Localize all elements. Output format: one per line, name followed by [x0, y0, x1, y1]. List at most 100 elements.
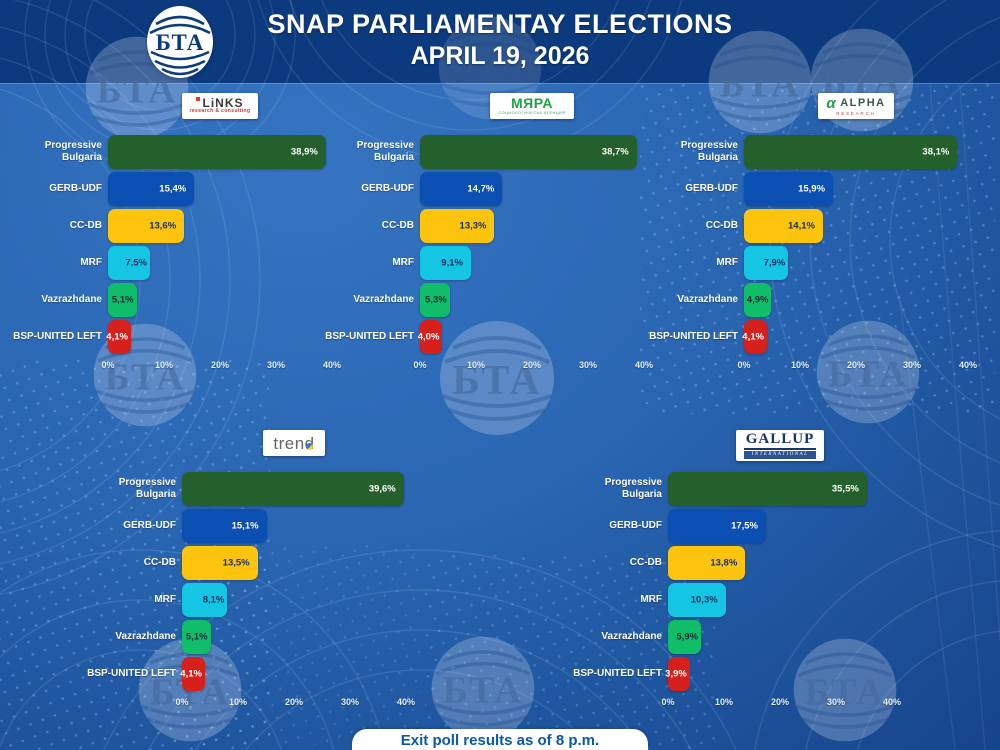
axis-tick: 20% — [846, 360, 866, 370]
axis-tick: 30% — [578, 360, 598, 370]
bar-value-label: 17,5% — [731, 520, 758, 532]
bar-track: 35,5% — [668, 472, 904, 506]
bar-track: 4,1% — [180, 657, 418, 691]
bar: 38,7% — [420, 135, 637, 169]
bar-value-label: 13,8% — [710, 557, 738, 569]
bar-value-label: 35,5% — [831, 483, 859, 495]
party-label: BSP-UNITED LEFT — [13, 331, 102, 342]
agency-subtitle: СОЦИОЛОГИЧЕСКА АГЕНЦИЯ — [498, 111, 566, 116]
party-label: MRF — [640, 594, 662, 605]
bar-row: Progressive Bulgaria 38,1% — [640, 135, 980, 169]
bar-row: Progressive Bulgaria 38,7% — [316, 135, 656, 169]
bar: 39,6% — [182, 472, 404, 506]
agency-name: GALLUP — [743, 432, 817, 450]
bar: 10,3% — [668, 583, 726, 617]
bar: 8,1% — [182, 583, 228, 617]
bar-row: Progressive Bulgaria 38,9% — [4, 135, 344, 169]
agency-logo-wrap: МЯРА СОЦИОЛОГИЧЕСКА АГЕНЦИЯ — [420, 93, 644, 119]
bar-track: 15,4% — [108, 172, 344, 206]
bar: 4,1% — [180, 657, 205, 691]
axis-tick: 10% — [466, 360, 486, 370]
axis-tick: 40% — [882, 697, 902, 707]
bar-value-label: 14,7% — [467, 183, 495, 195]
bar-track: 5,1% — [182, 620, 418, 654]
agency-name: МЯРА — [511, 95, 553, 112]
axis-tick: 0% — [413, 360, 427, 370]
agency-subtitle: RESEARCH — [836, 110, 876, 116]
bar-value-label: 4,0% — [417, 331, 440, 343]
bar-value-label: 13,3% — [459, 220, 487, 232]
bar-value-label: 4,1% — [106, 331, 128, 343]
bar-track: 4,9% — [744, 283, 980, 317]
page-title: SNAP PARLIAMENTAY ELECTIONS — [267, 9, 733, 39]
axis-tick: 20% — [522, 360, 542, 370]
bar-value-label: 4,1% — [180, 668, 202, 680]
bar-track: 13,3% — [420, 209, 656, 243]
party-label: Progressive Bulgaria — [356, 140, 414, 163]
bar-value-label: 38,9% — [290, 146, 318, 158]
bar-value-label: 7,5% — [125, 257, 147, 269]
bar-value-label: 14,1% — [788, 220, 815, 232]
bar-track: 7,9% — [744, 246, 980, 280]
bar: 13,5% — [182, 546, 258, 580]
bar-rows: Progressive Bulgaria 35,5% GERB-UDF 17,5% CC… — [564, 472, 904, 694]
x-axis: 0% 10% 20% 30% 40% — [413, 360, 653, 372]
party-label: GERB-UDF — [609, 520, 662, 531]
party-label: MRF — [80, 257, 102, 268]
bar-value-label: 13,5% — [222, 557, 250, 569]
poll-chart: LiNKS research & consulting Progressive … — [4, 92, 344, 376]
bta-logo-text: БТА — [156, 30, 205, 55]
bar: 5,3% — [420, 283, 450, 317]
party-label: CC-DB — [143, 557, 176, 568]
axis-tick: 30% — [266, 360, 286, 370]
bar-row: MRF 9,1% — [316, 246, 656, 280]
bar-value-label: 9,1% — [441, 257, 463, 269]
bar: 7,5% — [108, 246, 150, 280]
party-label: BSP-UNITED LEFT — [649, 331, 738, 342]
axis-tick: 20% — [284, 697, 304, 707]
poll-chart: ALPHA RESEARCH Progressive Bulgaria 38,1%… — [640, 92, 980, 376]
party-label: MRF — [392, 257, 414, 268]
party-label: Vazrazhdane — [601, 631, 662, 642]
bar-row: MRF 7,5% — [4, 246, 344, 280]
agency-subtitle: research & consulting — [189, 108, 251, 115]
bar: 4,9% — [744, 283, 772, 317]
bar: 38,9% — [108, 135, 326, 169]
bar-value-label: 15,4% — [159, 183, 187, 195]
bar-rows: Progressive Bulgaria 38,7% GERB-UDF 14,7% CC… — [316, 135, 656, 357]
party-label: Vazrazhdane — [353, 294, 414, 305]
axis-tick: 40% — [322, 360, 342, 370]
bar: 17,5% — [668, 509, 766, 543]
axis-tick: 40% — [958, 360, 978, 370]
bar-track: 14,1% — [744, 209, 980, 243]
bar-track: 5,9% — [668, 620, 904, 654]
bar-row: BSP-UNITED LEFT 4,1% — [4, 320, 344, 354]
agency-logo: GALLUP INTERNATIONAL — [735, 430, 825, 461]
bar-track: 9,1% — [420, 246, 656, 280]
agency-logo-wrap: GALLUP INTERNATIONAL — [668, 430, 892, 461]
agency-name: LiNKS — [196, 97, 243, 109]
bar-row: Vazrazhdane 5,9% — [564, 620, 904, 654]
agency-logo: ALPHA RESEARCH — [818, 93, 894, 119]
bar-track: 15,1% — [182, 509, 418, 543]
bar-row: GERB-UDF 15,9% — [640, 172, 980, 206]
axis-tick: 40% — [396, 697, 416, 707]
axis-tick: 20% — [210, 360, 230, 370]
x-axis: 0% 10% 20% 30% 40% — [101, 360, 342, 372]
bar-value-label: 13,6% — [149, 220, 177, 232]
axis-tick: 0% — [737, 360, 751, 370]
party-label: MRF — [716, 257, 738, 268]
bar-value-label: 38,7% — [601, 146, 629, 158]
bar-value-label: 15,9% — [798, 183, 826, 195]
bar-row: Vazrazhdane 5,1% — [78, 620, 418, 654]
bar-row: Vazrazhdane 4,9% — [640, 283, 980, 317]
bar-row: MRF 8,1% — [78, 583, 418, 617]
bar-track: 13,5% — [182, 546, 418, 580]
bar-row: Progressive Bulgaria 39,6% — [78, 472, 418, 506]
party-label: MRF — [154, 594, 176, 605]
party-label: Vazrazhdane — [41, 294, 102, 305]
bar-row: GERB-UDF 15,4% — [4, 172, 344, 206]
bar-track: 14,7% — [420, 172, 656, 206]
x-axis: 0% 10% 20% 30% 40% — [737, 360, 978, 372]
